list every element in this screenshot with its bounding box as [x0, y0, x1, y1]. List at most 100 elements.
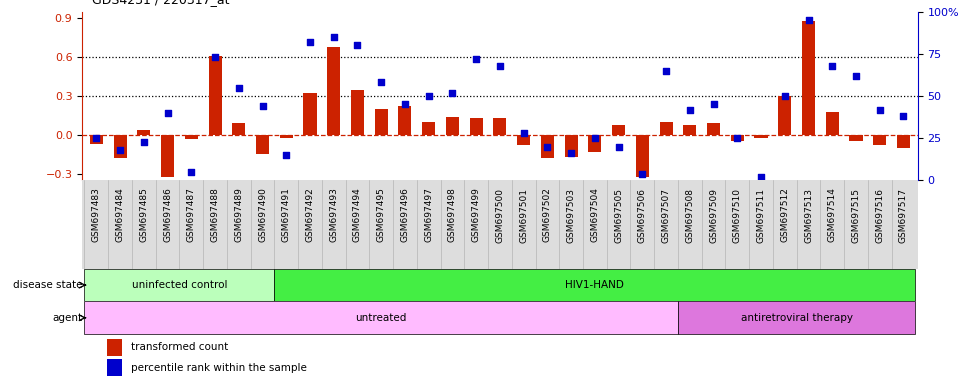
Text: GSM697504: GSM697504: [590, 187, 599, 242]
Text: untreated: untreated: [355, 313, 407, 323]
Point: [753, 174, 769, 180]
Bar: [802, 21, 815, 135]
Text: GSM697515: GSM697515: [851, 187, 861, 243]
Point: [682, 106, 697, 113]
Bar: [351, 89, 364, 135]
Text: GSM697511: GSM697511: [756, 187, 765, 243]
Bar: [678, 301, 916, 334]
Bar: [107, 339, 123, 356]
Text: GSM697484: GSM697484: [116, 187, 125, 242]
Bar: [114, 135, 127, 158]
Bar: [494, 118, 506, 135]
Text: GSM697497: GSM697497: [424, 187, 433, 242]
Text: HIV1-HAND: HIV1-HAND: [565, 280, 624, 290]
Point: [659, 68, 674, 74]
Text: GSM697489: GSM697489: [235, 187, 243, 242]
Point: [587, 135, 603, 141]
Point: [516, 130, 531, 136]
Text: GSM697505: GSM697505: [614, 187, 623, 243]
Point: [184, 169, 199, 175]
Text: GSM697509: GSM697509: [709, 187, 718, 243]
Bar: [84, 301, 678, 334]
Text: GSM697502: GSM697502: [543, 187, 552, 242]
Point: [729, 135, 745, 141]
Text: GSM697512: GSM697512: [781, 187, 789, 242]
Text: GSM697503: GSM697503: [567, 187, 576, 243]
Text: GSM697485: GSM697485: [139, 187, 149, 242]
Point: [848, 73, 864, 79]
Bar: [612, 124, 625, 135]
Text: GSM697487: GSM697487: [186, 187, 196, 242]
Text: GSM697486: GSM697486: [163, 187, 172, 242]
Point: [635, 170, 650, 177]
Text: GSM697491: GSM697491: [282, 187, 291, 242]
Bar: [107, 359, 123, 376]
Bar: [303, 93, 317, 135]
Point: [374, 79, 389, 86]
Point: [563, 151, 579, 157]
Text: GSM697517: GSM697517: [899, 187, 908, 243]
Bar: [636, 135, 649, 177]
Text: transformed count: transformed count: [130, 343, 228, 353]
Bar: [398, 106, 412, 135]
Text: GSM697495: GSM697495: [377, 187, 385, 242]
Text: GDS4231 / 220317_at: GDS4231 / 220317_at: [92, 0, 229, 6]
Text: percentile rank within the sample: percentile rank within the sample: [130, 363, 306, 373]
Point: [350, 42, 365, 48]
Text: GSM697490: GSM697490: [258, 187, 267, 242]
Text: GSM697483: GSM697483: [92, 187, 100, 242]
Point: [801, 17, 816, 23]
Point: [89, 135, 104, 141]
Text: GSM697501: GSM697501: [519, 187, 528, 243]
Bar: [588, 135, 602, 152]
Point: [397, 101, 412, 108]
Bar: [873, 135, 886, 146]
Bar: [541, 135, 554, 158]
Text: GSM697488: GSM697488: [211, 187, 219, 242]
Bar: [256, 135, 270, 154]
Point: [444, 89, 460, 96]
Text: GSM697493: GSM697493: [329, 187, 338, 242]
Point: [255, 103, 270, 109]
Point: [540, 144, 555, 150]
Bar: [185, 135, 198, 139]
Bar: [826, 112, 838, 135]
Point: [825, 63, 840, 69]
Point: [421, 93, 437, 99]
Point: [136, 139, 152, 145]
Bar: [280, 135, 293, 137]
Bar: [446, 117, 459, 135]
Text: GSM697514: GSM697514: [828, 187, 837, 242]
Point: [895, 113, 911, 119]
Bar: [327, 46, 340, 135]
Point: [278, 152, 294, 158]
Bar: [84, 269, 274, 301]
Bar: [137, 130, 151, 135]
Text: GSM697516: GSM697516: [875, 187, 884, 243]
Bar: [779, 96, 791, 135]
Point: [706, 101, 722, 108]
Text: GSM697498: GSM697498: [448, 187, 457, 242]
Bar: [896, 135, 910, 148]
Text: GSM697500: GSM697500: [496, 187, 504, 243]
Point: [231, 84, 246, 91]
Text: agent: agent: [52, 313, 82, 323]
Point: [492, 63, 508, 69]
Bar: [274, 269, 916, 301]
Text: GSM697494: GSM697494: [353, 187, 362, 242]
Bar: [564, 135, 578, 157]
Point: [112, 147, 128, 153]
Text: GSM697496: GSM697496: [401, 187, 410, 242]
Text: GSM697508: GSM697508: [685, 187, 695, 243]
Bar: [730, 135, 744, 141]
Text: GSM697507: GSM697507: [662, 187, 670, 243]
Text: GSM697492: GSM697492: [305, 187, 315, 242]
Point: [326, 34, 341, 40]
Point: [777, 93, 792, 99]
Bar: [375, 109, 387, 135]
Bar: [232, 123, 245, 135]
Point: [302, 39, 318, 45]
Bar: [422, 122, 436, 135]
Bar: [849, 135, 863, 141]
Bar: [517, 135, 530, 146]
